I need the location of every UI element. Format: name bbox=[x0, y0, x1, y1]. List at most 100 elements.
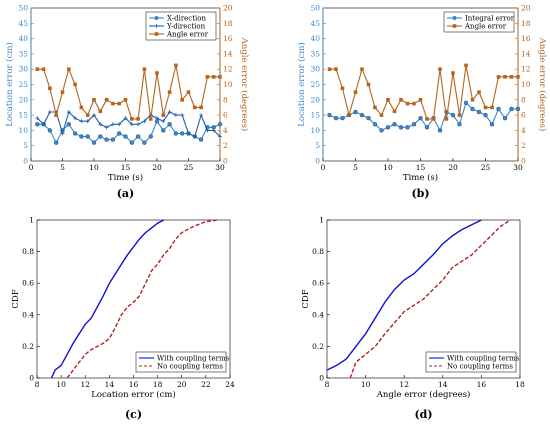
legend-label: No coupling terms bbox=[447, 363, 513, 371]
data-point bbox=[41, 122, 46, 127]
legend-label: With coupling terms bbox=[157, 355, 230, 363]
data-point bbox=[470, 98, 475, 102]
panel-label: (a) bbox=[117, 187, 135, 200]
data-point bbox=[92, 98, 96, 102]
y-right-tick-label: 0 bbox=[521, 157, 526, 166]
data-point bbox=[142, 140, 147, 145]
legend-label: Angle error bbox=[166, 31, 209, 39]
y-tick-label: 0.6 bbox=[22, 279, 34, 288]
data-point bbox=[174, 63, 178, 68]
y-right-tick-label: 2 bbox=[521, 141, 526, 150]
data-point bbox=[457, 113, 462, 117]
data-point bbox=[35, 67, 40, 71]
data-point bbox=[333, 115, 339, 121]
x-tick-label: 10 bbox=[56, 380, 66, 389]
data-point bbox=[437, 128, 443, 133]
x-axis-title: Angle error (degrees) bbox=[376, 389, 471, 400]
data-point bbox=[73, 116, 78, 121]
data-point bbox=[205, 128, 210, 133]
data-point bbox=[218, 75, 222, 79]
y-tick-label: 0.6 bbox=[312, 279, 324, 288]
data-point bbox=[483, 105, 488, 110]
data-point bbox=[464, 63, 468, 68]
legend-marker bbox=[452, 24, 457, 28]
y-tick-label: 5 bbox=[23, 141, 28, 150]
data-point bbox=[412, 101, 416, 106]
data-point bbox=[116, 131, 122, 136]
data-point bbox=[509, 75, 514, 79]
data-point bbox=[104, 98, 109, 102]
y-axis-title: Location error (cm) bbox=[296, 42, 307, 127]
legend-marker bbox=[154, 24, 159, 28]
data-point bbox=[117, 101, 121, 106]
panel-label: (c) bbox=[125, 408, 142, 421]
data-point bbox=[130, 117, 134, 121]
y-tick-label: 25 bbox=[18, 80, 28, 89]
y-right-axis-title: Angle error (degrees) bbox=[537, 37, 548, 132]
data-point bbox=[360, 67, 364, 71]
data-point bbox=[450, 112, 456, 118]
data-point bbox=[167, 110, 172, 115]
y-right-tick-label: 6 bbox=[223, 111, 228, 120]
x-tick-label: 0 bbox=[29, 163, 34, 172]
y-right-tick-label: 10 bbox=[223, 80, 233, 89]
data-point bbox=[457, 122, 462, 127]
y-right-tick-label: 16 bbox=[521, 34, 531, 43]
data-point bbox=[193, 105, 197, 110]
data-point bbox=[347, 113, 351, 117]
y-right-tick-label: 18 bbox=[521, 19, 531, 28]
data-point bbox=[167, 122, 172, 127]
data-point bbox=[91, 140, 97, 145]
x-tick-label: 14 bbox=[105, 380, 115, 389]
data-point bbox=[470, 106, 475, 112]
data-point bbox=[218, 134, 222, 139]
data-point bbox=[72, 131, 78, 136]
data-point bbox=[186, 90, 191, 94]
data-point bbox=[392, 122, 397, 127]
data-point bbox=[92, 113, 96, 118]
data-point bbox=[47, 110, 52, 115]
panel-label: (b) bbox=[411, 187, 429, 200]
x-tick-label: 16 bbox=[129, 380, 139, 389]
legend-marker bbox=[154, 16, 159, 20]
data-point bbox=[199, 113, 204, 118]
data-point bbox=[79, 105, 84, 110]
y-right-tick-label: 20 bbox=[223, 4, 233, 13]
data-point bbox=[60, 131, 65, 136]
data-point bbox=[418, 115, 423, 121]
chart-panel-c: 8 10 12 14 16 18 20 22 24 0 0.2 0.4 0.6 0.8 1 Location … bbox=[11, 216, 235, 422]
y-tick-label: 35 bbox=[18, 49, 28, 58]
y-tick-label: 0.2 bbox=[312, 342, 324, 351]
y-axis-title: Location error (cm) bbox=[4, 42, 15, 127]
x-tick-label: 30 bbox=[513, 163, 523, 172]
y-tick-label: 20 bbox=[310, 95, 320, 104]
y-right-tick-label: 0 bbox=[223, 157, 228, 166]
y-tick-label: 15 bbox=[18, 111, 28, 120]
data-point bbox=[211, 128, 216, 133]
data-point bbox=[392, 109, 397, 114]
series-line-angle-error bbox=[329, 65, 518, 120]
y-tick-label: 25 bbox=[310, 80, 320, 89]
y-tick-label: 0.2 bbox=[22, 342, 34, 351]
y-tick-label: 0.8 bbox=[312, 247, 324, 256]
data-point bbox=[148, 117, 153, 121]
x-tick-label: 20 bbox=[448, 163, 458, 172]
x-tick-label: 10 bbox=[89, 163, 99, 172]
chart-panel-d: 8 10 12 14 16 18 0 0.2 0.4 0.6 0.8 1 Angle error (de… bbox=[301, 216, 525, 422]
data-point bbox=[142, 119, 147, 124]
data-point bbox=[111, 101, 115, 106]
series-line-no-coupling-terms bbox=[66, 219, 218, 379]
data-point bbox=[424, 125, 430, 130]
data-point bbox=[85, 119, 90, 124]
data-point bbox=[418, 98, 423, 102]
y-right-tick-label: 14 bbox=[223, 49, 233, 58]
y-tick-label: 30 bbox=[18, 65, 28, 74]
plot-area bbox=[326, 219, 521, 379]
y-tick-label: 50 bbox=[18, 4, 28, 13]
data-point bbox=[123, 98, 128, 102]
data-point bbox=[66, 110, 71, 115]
data-point bbox=[136, 122, 141, 127]
data-point bbox=[179, 131, 185, 136]
series-line-with-coupling-terms bbox=[326, 219, 482, 371]
